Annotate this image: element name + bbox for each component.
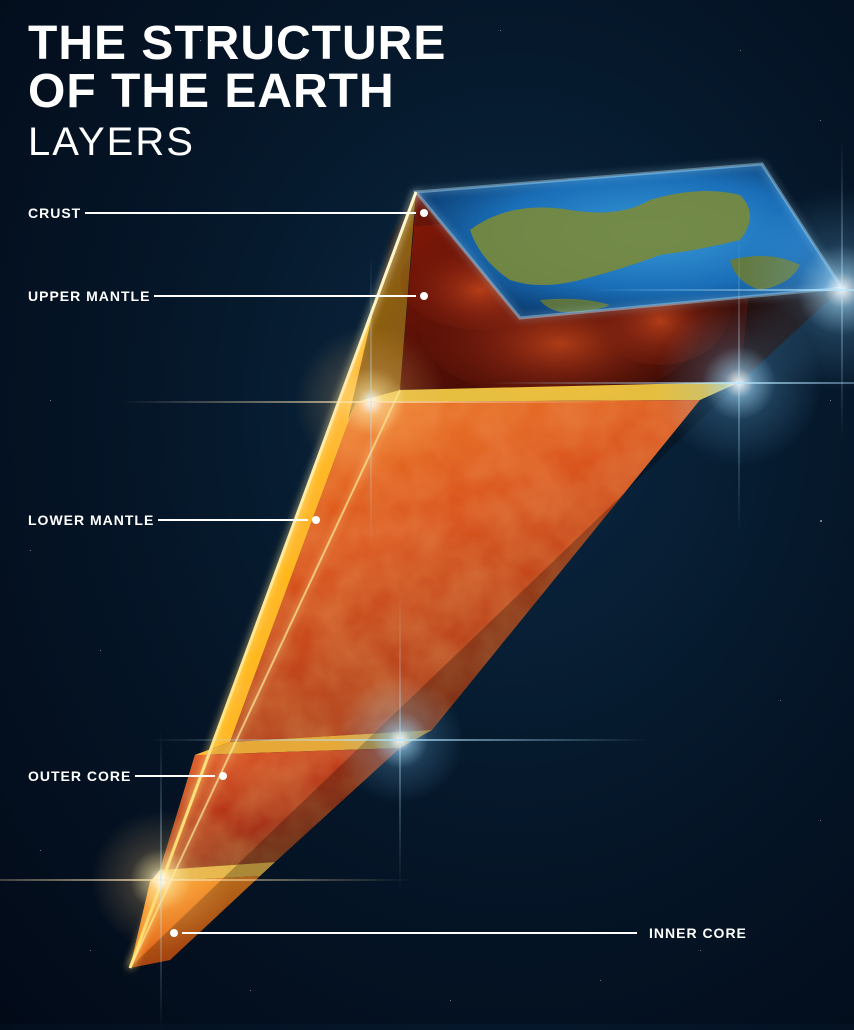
- title-line1: THE STRUCTURE: [28, 20, 446, 68]
- label-lower-mantle: LOWER MANTLE: [28, 512, 320, 528]
- leader-line-outer-core: [135, 775, 215, 777]
- title-line2: OF THE EARTH: [28, 68, 446, 116]
- leader-dot-outer-core: [219, 772, 227, 780]
- label-text-outer-core: OUTER CORE: [28, 768, 131, 784]
- leader-line-crust: [85, 212, 416, 214]
- label-upper-mantle: UPPER MANTLE: [28, 288, 428, 304]
- leader-dot-upper-mantle: [420, 292, 428, 300]
- leader-dot-inner-core: [170, 929, 178, 937]
- label-text-crust: CRUST: [28, 205, 81, 221]
- title-block: THE STRUCTURE OF THE EARTH LAYERS: [28, 20, 446, 165]
- leader-line-lower-mantle: [158, 519, 308, 521]
- label-outer-core: OUTER CORE: [28, 768, 227, 784]
- leader-dot-crust: [420, 209, 428, 217]
- subtitle: LAYERS: [28, 120, 446, 165]
- leader-line-upper-mantle: [154, 295, 416, 297]
- label-crust: CRUST: [28, 205, 428, 221]
- label-text-inner-core: INNER CORE: [649, 925, 747, 941]
- leader-line-inner-core: [182, 932, 637, 934]
- layer-lower-mantle-front: [230, 400, 700, 742]
- label-text-lower-mantle: LOWER MANTLE: [28, 512, 154, 528]
- leader-dot-lower-mantle: [312, 516, 320, 524]
- label-text-upper-mantle: UPPER MANTLE: [28, 288, 150, 304]
- label-inner-core: INNER CORE: [170, 925, 747, 941]
